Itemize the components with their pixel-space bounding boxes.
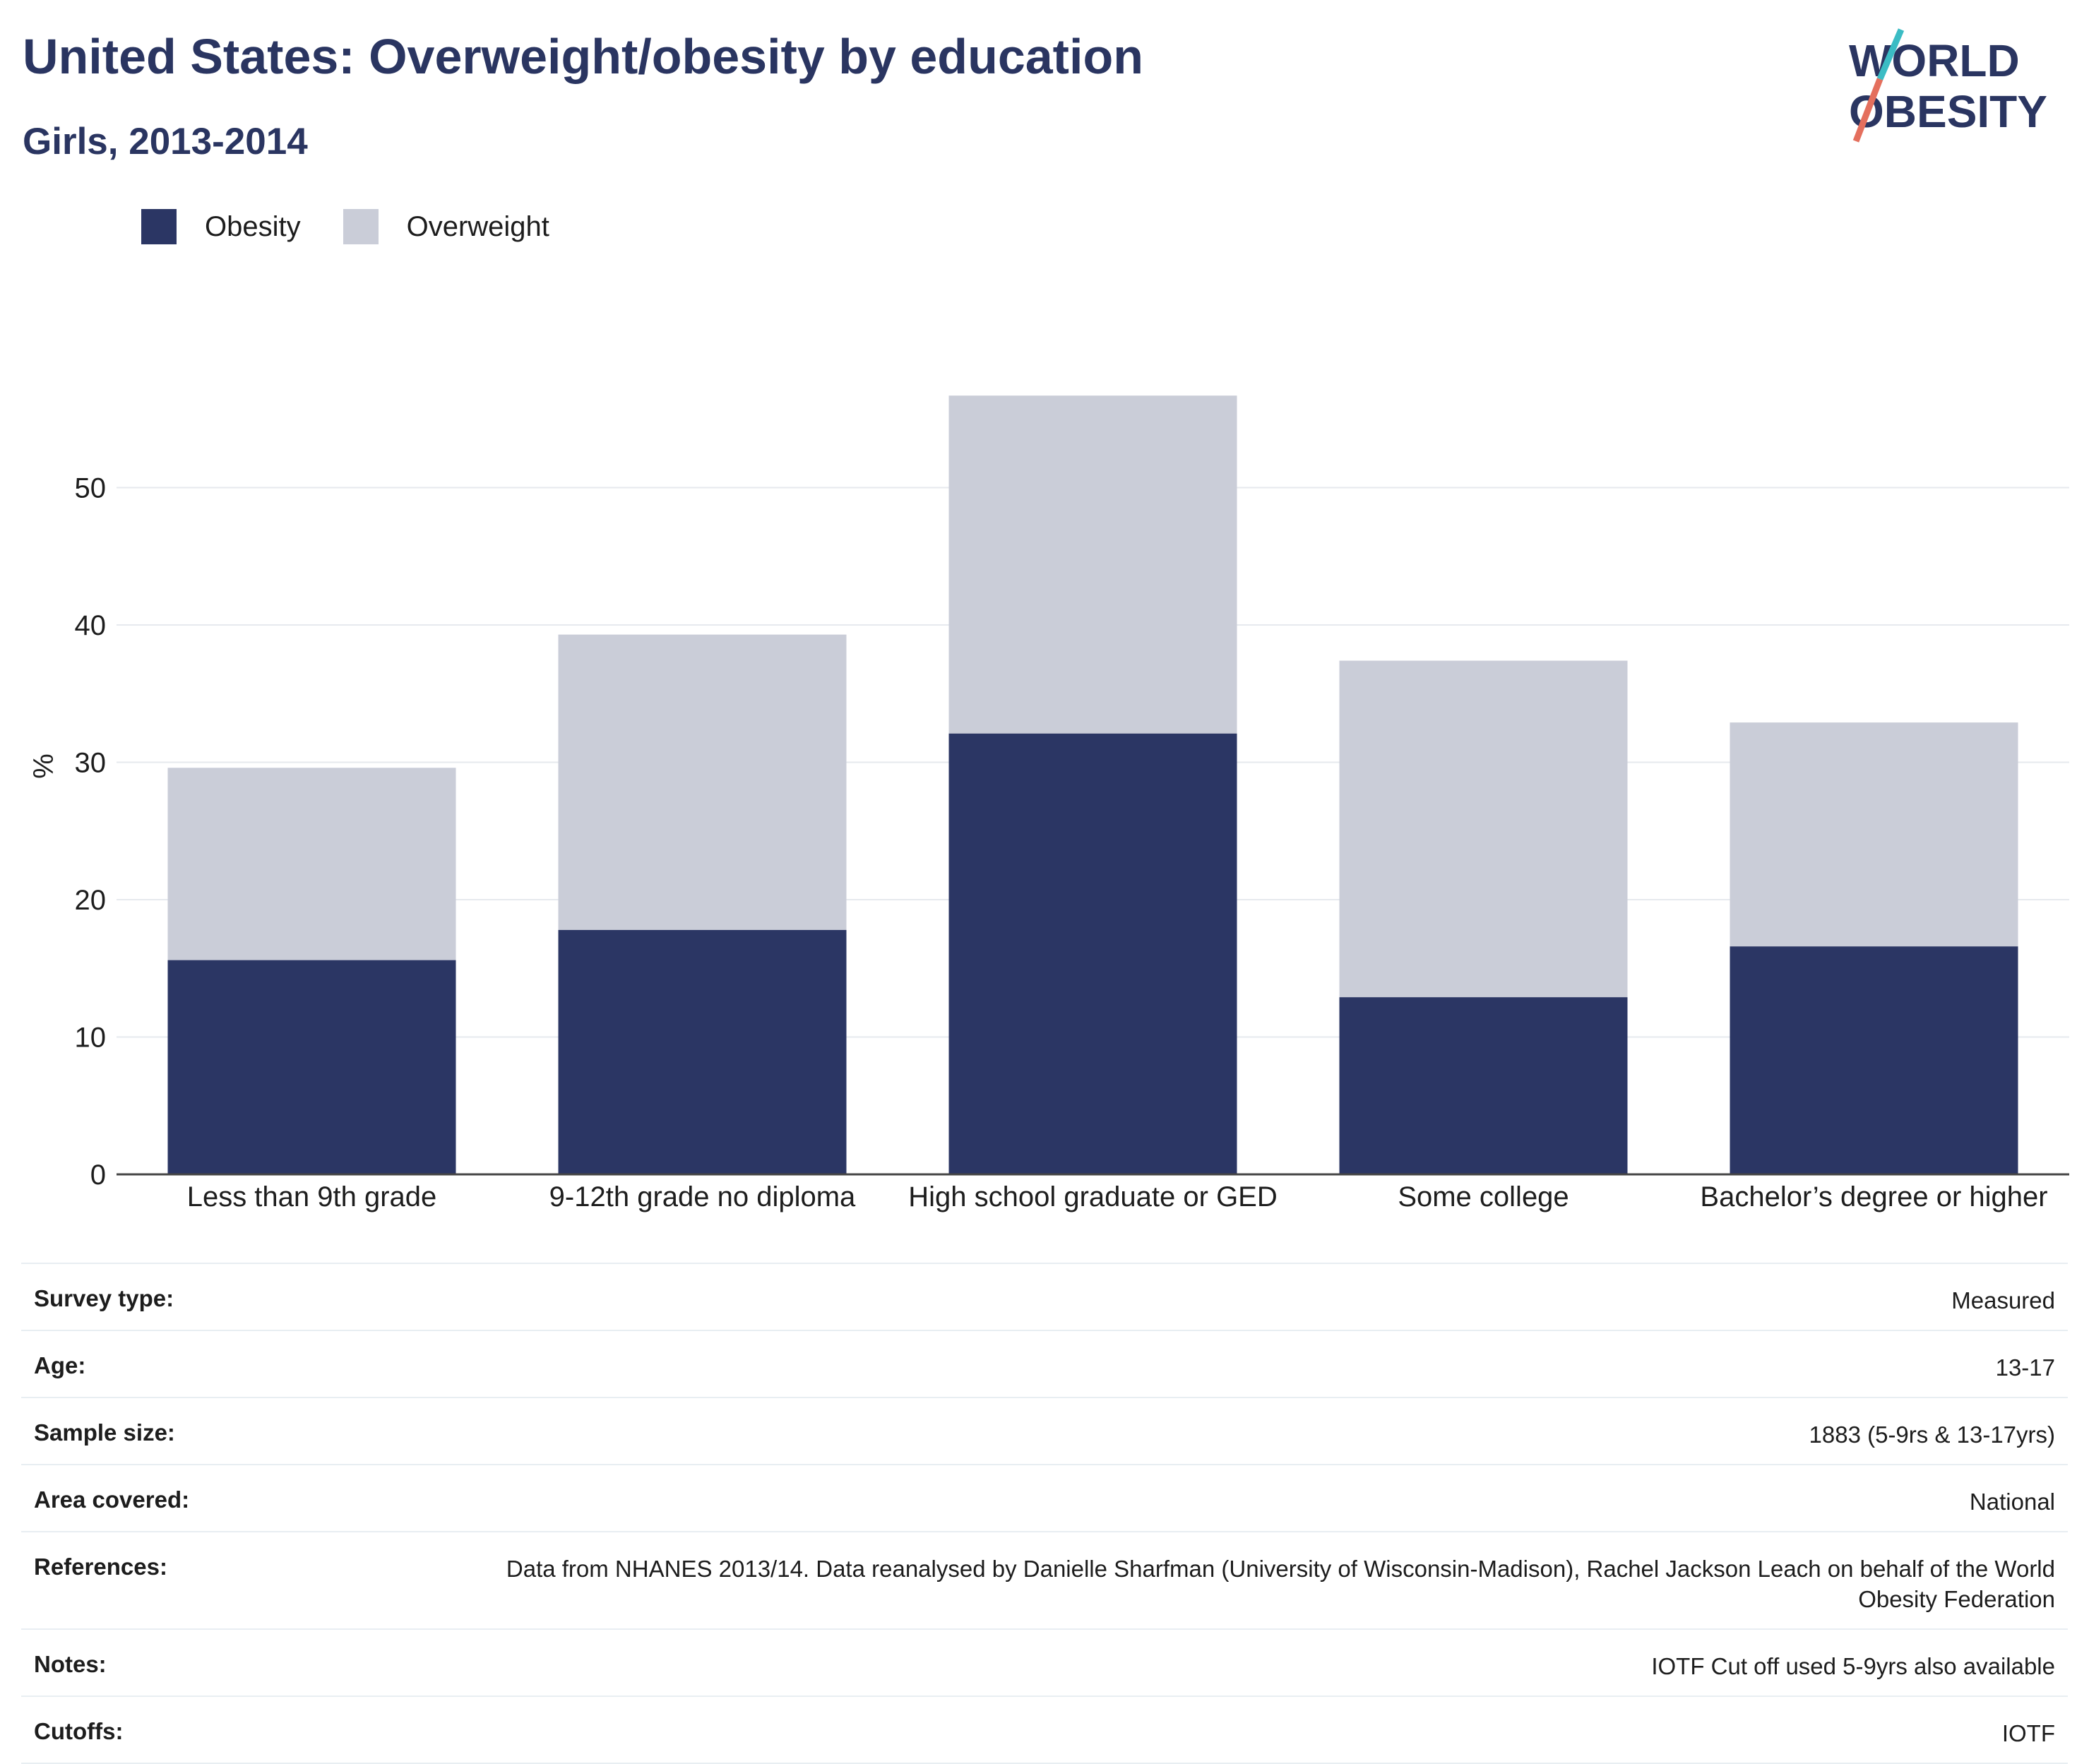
x-tick-label: High school graduate or GED <box>908 1181 1278 1212</box>
metadata-value: 13-17 <box>1995 1354 2055 1381</box>
bar-overweight[interactable] <box>948 395 1237 734</box>
bar-chart: 0 10 20 30 40 50 Less than 9th grade 9-12th gr… <box>28 395 2069 1212</box>
metadata-key: Notes: <box>34 1651 107 1677</box>
metadata-value: National <box>1969 1489 2055 1515</box>
y-axis: 0 10 20 30 40 50 <box>75 473 107 1191</box>
legend-item-overweight[interactable]: Overweight <box>343 209 549 244</box>
metadata-key: Area covered: <box>34 1486 190 1513</box>
chart-legend: Obesity Overweight <box>141 209 592 244</box>
bar-overweight[interactable] <box>558 634 847 930</box>
y-axis-label: % <box>28 753 59 779</box>
metadata-key: Sample size: <box>34 1419 175 1446</box>
metadata-table: Survey type: Measured Age: 13-17 Sample size… <box>21 1263 2068 1764</box>
metadata-value: IOTF <box>2001 1720 2055 1746</box>
bar-overweight[interactable] <box>1339 660 1628 998</box>
x-axis: Less than 9th grade 9-12th grade no diplo… <box>117 1173 2069 1212</box>
y-tick-label: 50 <box>75 473 107 504</box>
y-tick-label: 40 <box>75 610 107 641</box>
metadata-value: Data from NHANES 2013/14. Data reanalyse… <box>506 1556 2055 1612</box>
y-tick-label: 0 <box>90 1160 106 1191</box>
metadata-row: Cutoffs: IOTF <box>21 1696 2068 1764</box>
bar-obesity[interactable] <box>167 960 456 1174</box>
bar-obesity[interactable] <box>1339 997 1628 1174</box>
y-tick-label: 10 <box>75 1023 107 1054</box>
metadata-value: Measured <box>1951 1287 2055 1313</box>
legend-item-obesity[interactable]: Obesity <box>141 209 301 244</box>
legend-swatch-overweight <box>343 209 379 244</box>
logo-line2: OBESITY <box>1849 86 2047 137</box>
bar-obesity[interactable] <box>948 733 1237 1174</box>
bar-overweight[interactable] <box>1730 722 2018 947</box>
x-tick-label: Bachelor’s degree or higher <box>1700 1181 2047 1212</box>
chart-title: United States: Overweight/obesity by edu… <box>23 29 1143 84</box>
legend-label-obesity: Obesity <box>205 210 301 242</box>
metadata-key: References: <box>34 1554 167 1580</box>
metadata-key: Cutoffs: <box>34 1718 124 1744</box>
bars <box>167 395 2018 1174</box>
world-obesity-logo: WORLD OBESITY <box>1849 28 2047 143</box>
legend-label-overweight: Overweight <box>406 210 549 242</box>
metadata-value: IOTF Cut off used 5-9yrs also available <box>1651 1653 2055 1679</box>
y-tick-label: 20 <box>75 885 107 916</box>
metadata-key: Survey type: <box>34 1285 174 1311</box>
metadata-row: References: Data from NHANES 2013/14. Dat… <box>21 1531 2068 1628</box>
metadata-row: Sample size: 1883 (5-9rs & 13-17yrs) <box>21 1397 2068 1464</box>
legend-swatch-obesity <box>141 209 177 244</box>
bar-obesity[interactable] <box>558 929 847 1174</box>
metadata-row: Age: 13-17 <box>21 1330 2068 1397</box>
metadata-row: Survey type: Measured <box>21 1263 2068 1330</box>
x-tick-label: Less than 9th grade <box>187 1181 437 1212</box>
y-tick-label: 30 <box>75 748 107 779</box>
metadata-row: Area covered: National <box>21 1464 2068 1531</box>
x-tick-label: 9-12th grade no diploma <box>549 1181 856 1212</box>
x-tick-label: Some college <box>1398 1181 1569 1212</box>
bar-overweight[interactable] <box>167 768 456 960</box>
metadata-key: Age: <box>34 1352 86 1378</box>
metadata-value: 1883 (5-9rs & 13-17yrs) <box>1809 1422 2055 1448</box>
bar-obesity[interactable] <box>1730 946 2018 1174</box>
metadata-row: Notes: IOTF Cut off used 5-9yrs also avai… <box>21 1628 2068 1696</box>
chart-subtitle: Girls, 2013-2014 <box>23 121 308 162</box>
